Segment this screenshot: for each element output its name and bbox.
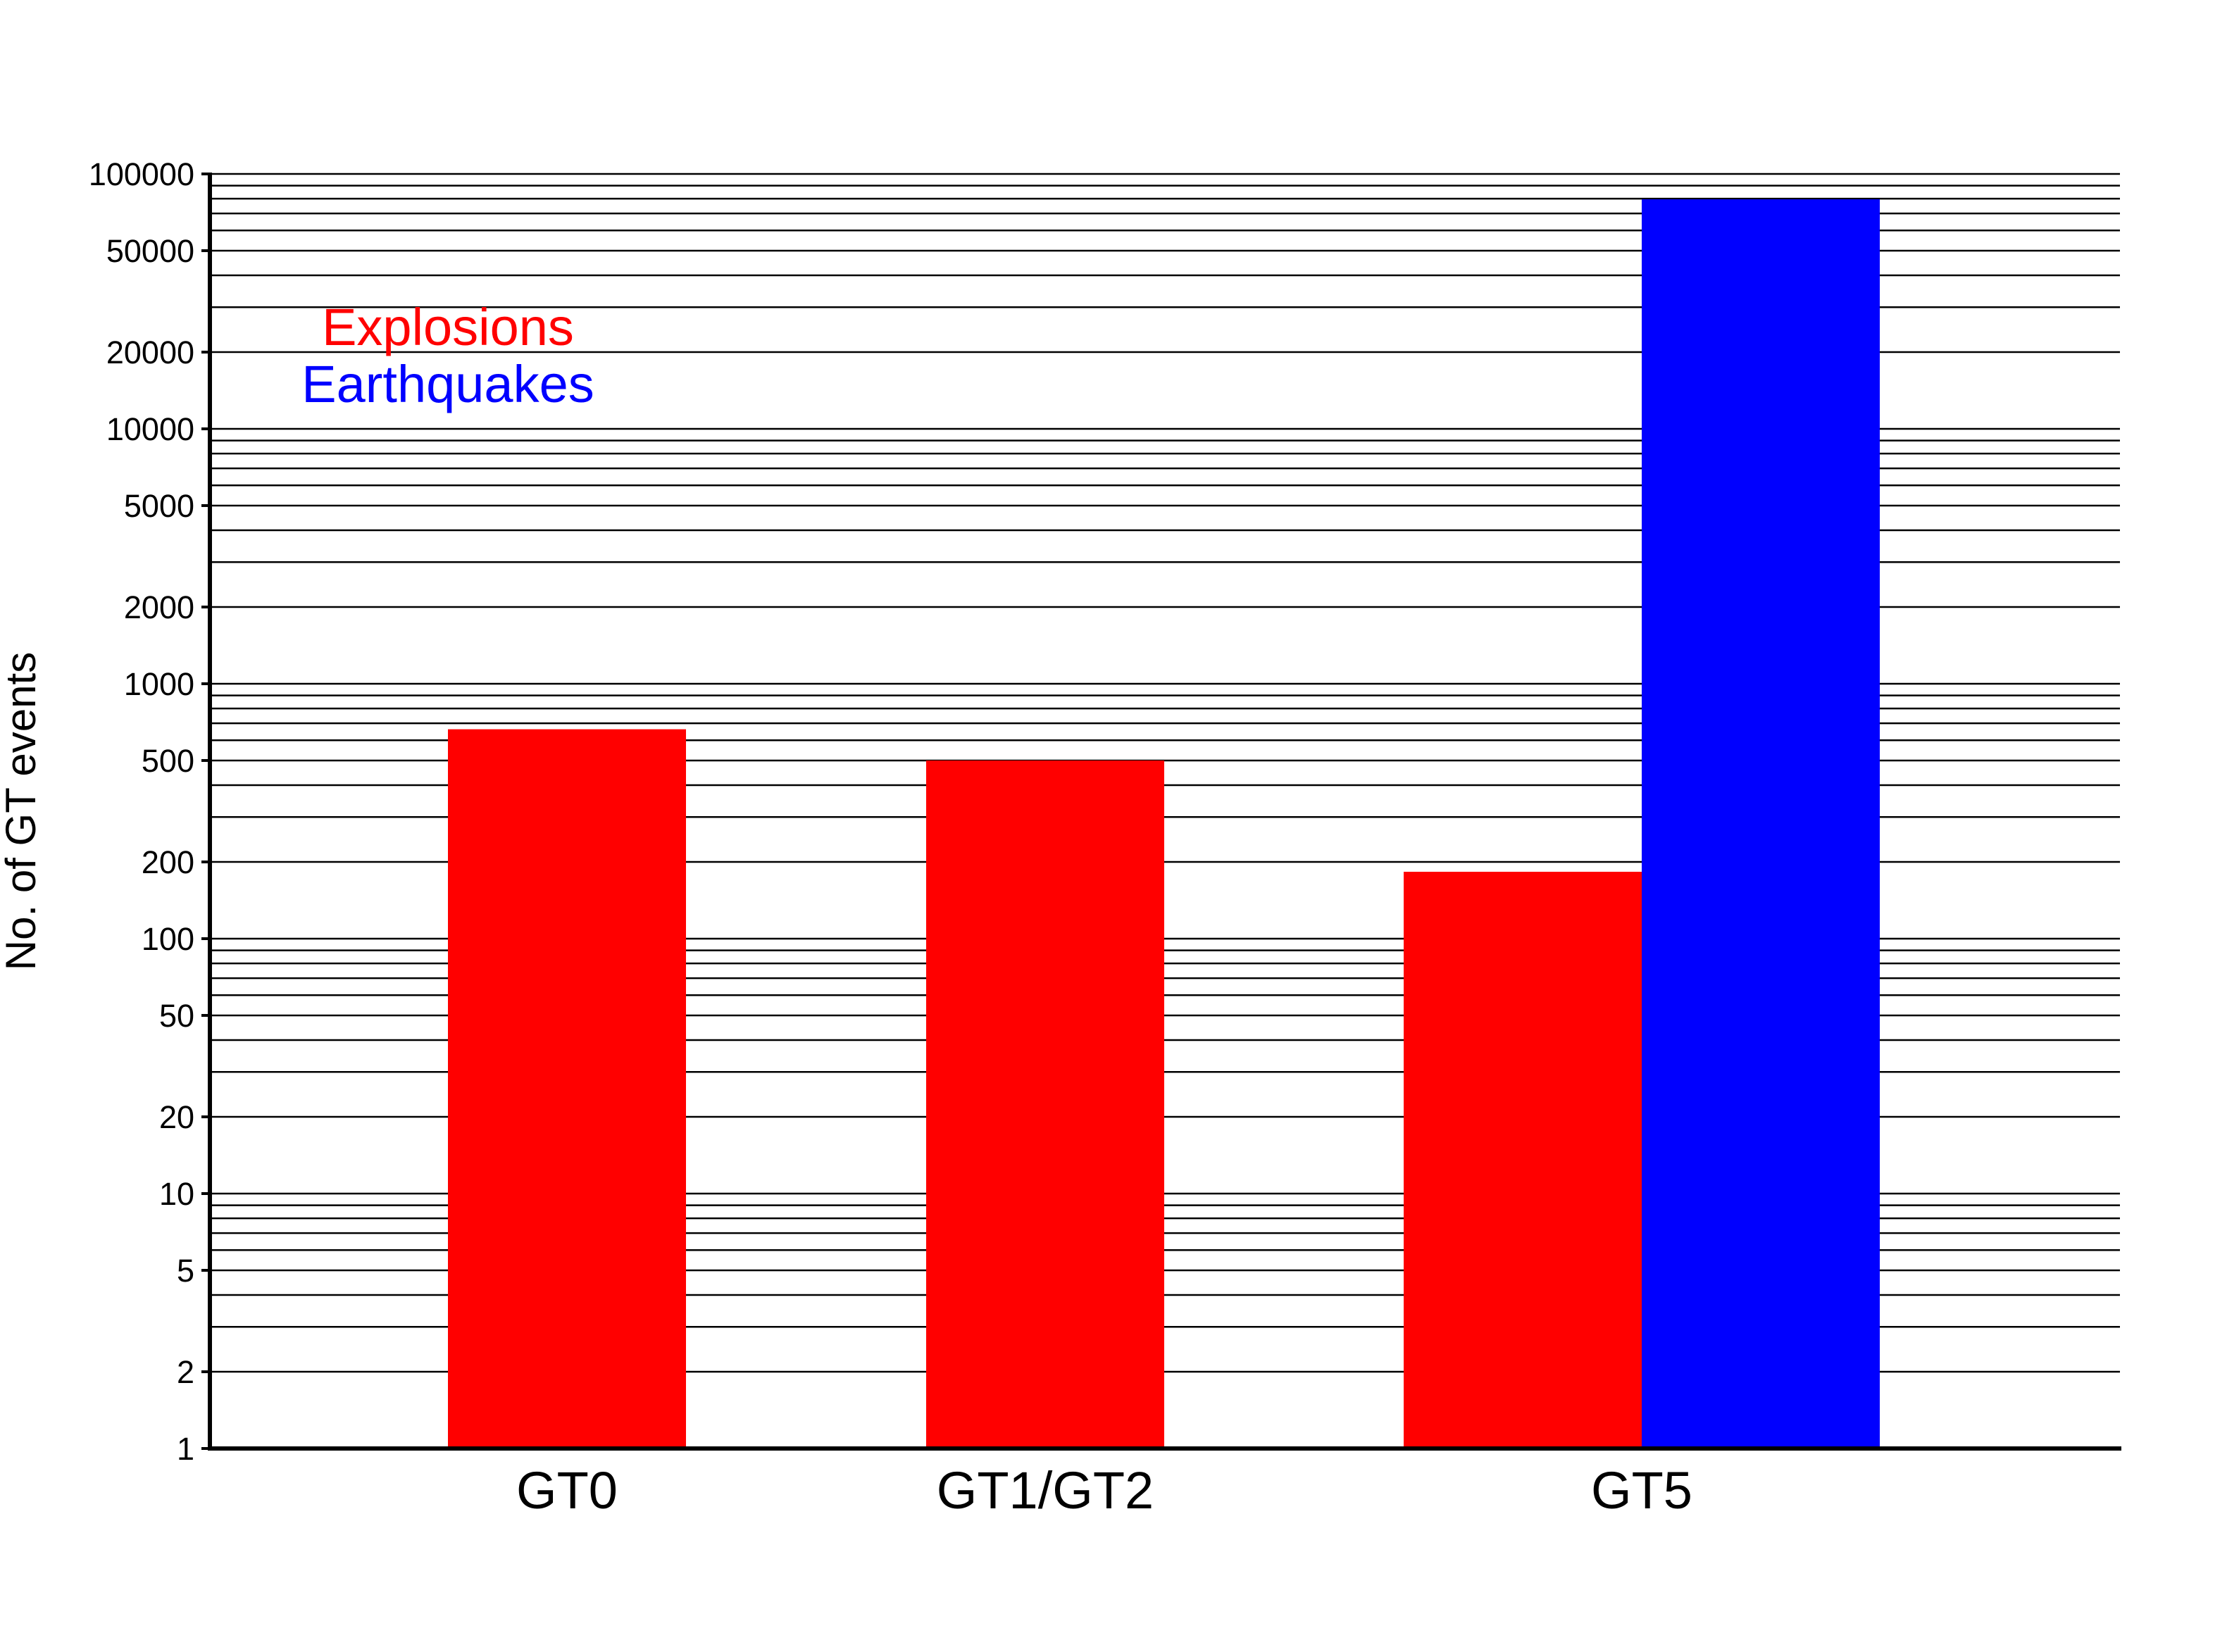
y-tick-label: 500 bbox=[142, 743, 194, 779]
bar-earthquakes-gt5 bbox=[1642, 199, 1880, 1448]
x-tick-label: GT5 bbox=[1591, 1461, 1692, 1520]
y-tick-label: 20 bbox=[159, 1099, 194, 1135]
bar-explosions-gt1-gt2 bbox=[926, 760, 1164, 1448]
bar-explosions-gt0 bbox=[448, 729, 686, 1448]
legend-earthquakes: Earthquakes bbox=[301, 355, 594, 413]
y-tick-label: 20000 bbox=[106, 334, 194, 370]
y-tick-label: 5000 bbox=[124, 488, 194, 524]
y-tick-labels: 1 2 5 10 20 50 100 200 500 1000 2000 5000 10000 20000… bbox=[89, 156, 210, 1467]
y-tick-label: 10000 bbox=[106, 411, 194, 447]
bar-explosions-gt5 bbox=[1404, 871, 1642, 1448]
x-tick-labels: GT0 GT1/GT2 GT5 bbox=[516, 1461, 1692, 1520]
y-tick-label: 1000 bbox=[124, 666, 194, 702]
y-tick-label: 10 bbox=[159, 1176, 194, 1212]
y-tick-label: 2000 bbox=[124, 589, 194, 625]
y-tick-label: 5 bbox=[177, 1253, 194, 1289]
x-tick-label: GT1/GT2 bbox=[937, 1461, 1154, 1520]
y-axis-label: No. of GT events bbox=[0, 652, 44, 970]
y-tick-label: 50000 bbox=[106, 233, 194, 269]
x-tick-label: GT0 bbox=[516, 1461, 618, 1520]
bars bbox=[448, 199, 1880, 1448]
y-tick-label: 1 bbox=[177, 1431, 194, 1467]
y-tick-label: 100 bbox=[142, 921, 194, 957]
y-tick-label: 200 bbox=[142, 844, 194, 880]
y-tick-label: 100000 bbox=[89, 156, 194, 192]
y-tick-label: 50 bbox=[159, 998, 194, 1034]
y-tick-label: 2 bbox=[177, 1354, 194, 1390]
legend-explosions: Explosions bbox=[322, 298, 574, 356]
